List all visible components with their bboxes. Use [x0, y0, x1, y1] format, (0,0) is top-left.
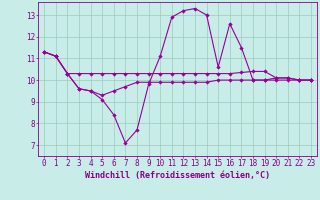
X-axis label: Windchill (Refroidissement éolien,°C): Windchill (Refroidissement éolien,°C) [85, 171, 270, 180]
